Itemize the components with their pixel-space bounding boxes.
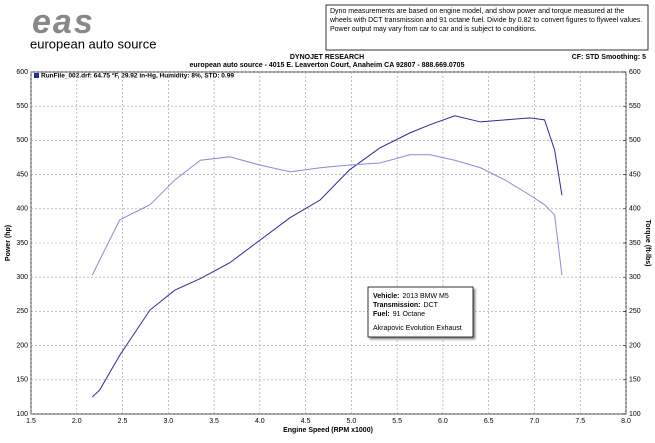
annotation-value: DCT <box>423 302 438 309</box>
y2-tick-label: 500 <box>629 137 641 144</box>
y-tick-label: 500 <box>16 137 28 144</box>
series-line <box>91 154 563 276</box>
x-tick-label: 7.5 <box>575 418 585 425</box>
annotation-note: Akrapovic Evolution Exhaust <box>373 325 462 332</box>
annotation-value: 91 Octane <box>393 311 425 318</box>
x-tick-label: 7.0 <box>530 418 540 425</box>
y-tick-label: 600 <box>16 69 28 76</box>
y-tick-label: 250 <box>16 308 28 315</box>
annotation-line: Transmission: DCT <box>373 302 439 309</box>
y2-tick-label: 300 <box>629 274 641 281</box>
x-tick-label: 3.0 <box>163 418 173 425</box>
legend-label: RunFile_002.drf: 64.75 °F, 29.92 in-Hg, … <box>41 72 234 80</box>
y-tick-label: 400 <box>16 206 28 213</box>
y-tick-label: 200 <box>16 342 28 349</box>
settings-label: CF: STD Smoothing: 5 <box>572 54 646 61</box>
x-axis-title: Engine Speed (RPM x1000) <box>283 427 373 434</box>
logo-name: european auto source <box>30 36 156 51</box>
x-tick-label: 1.5 <box>26 418 36 425</box>
annotation-key: Transmission: <box>373 302 420 309</box>
annotation-key: Fuel: <box>373 311 390 318</box>
disclaimer-box <box>325 4 649 51</box>
y-tick-label: 450 <box>16 171 28 178</box>
x-tick-label: 4.5 <box>301 418 311 425</box>
annotation-line: Vehicle: 2013 BMW M5 <box>373 293 449 300</box>
y2-tick-label: 100 <box>629 411 641 418</box>
x-tick-label: 3.5 <box>209 418 219 425</box>
chart-subtitle: european auto source - 4015 E. Leaverton… <box>190 62 465 69</box>
x-tick-label: 5.0 <box>347 418 357 425</box>
y2-tick-label: 150 <box>629 377 641 384</box>
annotation-key: Vehicle: <box>373 293 399 300</box>
x-tick-label: 2.0 <box>72 418 82 425</box>
y-tick-label: 550 <box>16 103 28 110</box>
y-tick-label: 300 <box>16 274 28 281</box>
legend-swatch <box>34 73 39 78</box>
y2-tick-label: 550 <box>629 103 641 110</box>
y-tick-label: 350 <box>16 240 28 247</box>
x-tick-label: 5.5 <box>392 418 402 425</box>
x-tick-label: 2.5 <box>118 418 128 425</box>
y2-tick-label: 250 <box>629 308 641 315</box>
annotation-line: Fuel: 91 Octane <box>373 311 425 318</box>
x-tick-label: 4.0 <box>255 418 265 425</box>
y2-axis-title: Torque (ft-lbs) <box>644 220 651 267</box>
y-tick-label: 150 <box>16 377 28 384</box>
logo-mark: eas <box>32 3 95 41</box>
series-line <box>91 115 563 398</box>
x-tick-label: 6.5 <box>484 418 494 425</box>
y2-tick-label: 350 <box>629 240 641 247</box>
x-tick-label: 8.0 <box>621 418 631 425</box>
series-layer <box>30 71 627 415</box>
chart-title: DYNOJET RESEARCH <box>290 54 364 61</box>
y2-tick-label: 200 <box>629 342 641 349</box>
y2-tick-label: 600 <box>629 69 641 76</box>
y-axis-title: Power (hp) <box>5 225 12 261</box>
annotation-box <box>367 286 474 338</box>
annotation-value: 2013 BMW M5 <box>402 293 448 300</box>
y2-tick-label: 450 <box>629 171 641 178</box>
y2-tick-label: 400 <box>629 206 641 213</box>
x-tick-label: 6.0 <box>438 418 448 425</box>
y-tick-label: 100 <box>16 411 28 418</box>
disclaimer-wrap: Dyno measurements are based on engine mo… <box>330 8 643 33</box>
annotation: Vehicle: 2013 BMW M5 Transmission: DCT Fuel:… <box>373 293 462 332</box>
disclaimer: Dyno measurements are based on engine mo… <box>330 8 643 33</box>
